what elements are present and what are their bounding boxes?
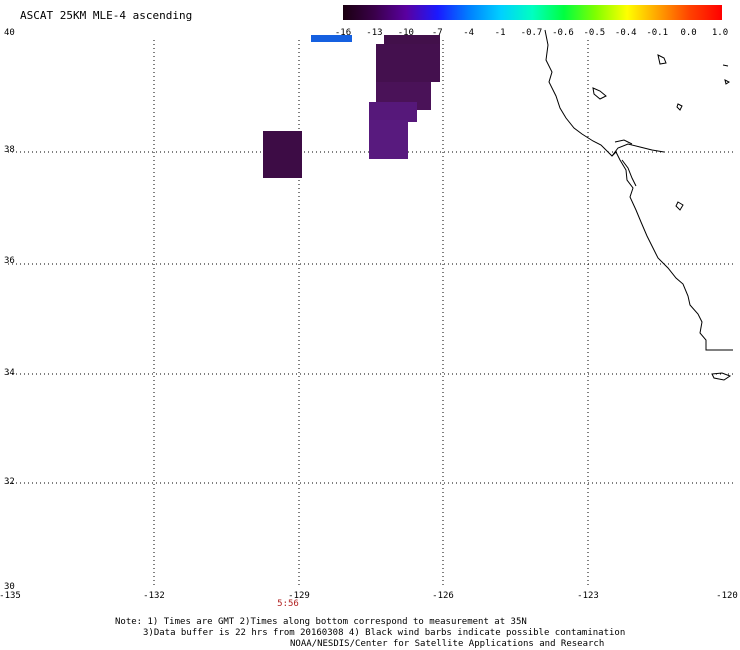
colorbar [343,5,722,20]
mle-swath-cells [263,35,440,178]
colorbar-label: -0.5 [583,28,606,38]
colorbar-label: -1 [494,28,506,38]
grid-lines [8,40,733,588]
footnote-credit: NOAA/NESDIS/Center for Satellite Applica… [290,639,605,649]
colorbar-label: -0.1 [646,28,668,38]
colorbar-label: -13 [366,28,383,38]
island-2 [722,64,729,67]
colorbar-label: -10 [397,28,414,38]
footnote-line-2: 3)Data buffer is 22 hrs from 20160308 4)… [143,628,626,638]
lon-label-132: -132 [143,591,165,601]
lon-label-126: -126 [432,591,454,601]
colorbar-label: -0.7 [520,28,543,38]
lat-label-34: 34 [4,368,15,378]
colorbar-label: 1.0 [711,28,729,38]
lon-label-129: -129 [288,591,310,601]
colorbar-label: -0.4 [614,28,637,38]
island-7 [711,372,732,381]
coastline [544,29,733,381]
island-3 [724,79,730,85]
swath-time-label: 5:56 [277,599,299,609]
colorbar-label: -0.6 [552,28,574,38]
california-coast [544,29,733,351]
lat-label-38: 38 [4,145,15,155]
colorbar-label: 0.0 [680,28,697,38]
lat-label-30: 30 [4,582,15,592]
island-5 [676,103,683,111]
lon-label-135: -135 [0,591,21,601]
island-1 [657,54,667,65]
island-4 [592,87,607,100]
mle-cell-south [369,120,408,159]
mle-cell-north [376,44,440,82]
lon-label-120: -120 [716,591,738,601]
colorbar-label: -4 [463,28,475,38]
sf-bay [611,143,665,187]
delta [614,139,633,145]
colorbar-label: -7 [431,28,443,38]
island-6 [675,201,684,211]
lat-label-36: 36 [4,256,15,266]
lat-label-32: 32 [4,477,15,487]
footnote-line-1: Note: 1) Times are GMT 2)Times along bot… [115,617,527,627]
map-title: ASCAT 25KM MLE-4 ascending [20,9,193,22]
lon-label-123: -123 [577,591,599,601]
colorbar-label: -16 [334,28,352,38]
colorbar-current-marker [311,35,352,42]
mle-cell-mid [369,102,417,122]
mle-cell-west [263,131,302,178]
lat-label-40: 40 [4,28,15,38]
mle-cell-north-top [384,35,440,45]
